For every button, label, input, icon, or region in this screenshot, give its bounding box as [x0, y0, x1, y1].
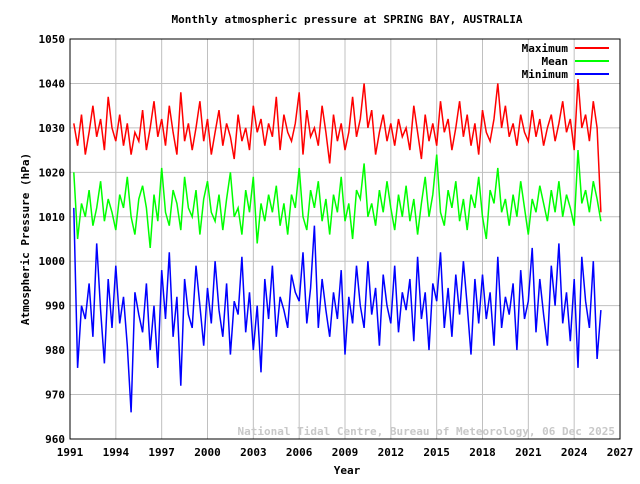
x-tick-label: 2027: [607, 446, 634, 459]
series-line-minimum: [73, 207, 602, 413]
legend-label-minimum: Minimum: [522, 68, 569, 81]
x-tick-label: 2021: [515, 446, 542, 459]
plot-frame: [69, 38, 621, 440]
legend-label-maximum: Maximum: [522, 42, 569, 55]
credit-annotation: National Tidal Centre, Bureau of Meteoro…: [238, 425, 616, 438]
x-tick-label: 2003: [240, 446, 267, 459]
x-tick-label: 2006: [286, 446, 313, 459]
x-tick-label: 1997: [148, 446, 175, 459]
y-tick-label: 980: [45, 344, 65, 357]
y-tick-label: 1040: [39, 77, 66, 90]
chart-title: Monthly atmospheric pressure at SPRING B…: [172, 13, 523, 26]
x-tick-label: 1994: [103, 446, 130, 459]
y-axis-label: Atmospheric Pressure (hPa): [19, 153, 32, 325]
series-line-maximum: [73, 78, 602, 213]
series-line-mean: [73, 150, 602, 248]
tick-labels: 1991 1994 1997 2000 2003 2006 2009 2012 2015 2018…: [39, 33, 634, 459]
x-tick-label: 2018: [469, 446, 496, 459]
series-lines: [73, 78, 602, 413]
y-tick-label: 1020: [39, 166, 66, 179]
y-tick-label: 1050: [39, 33, 66, 46]
y-tick-label: 1030: [39, 122, 66, 135]
y-tick-label: 970: [45, 389, 65, 402]
y-tick-label: 960: [45, 433, 65, 446]
y-tick-label: 1010: [39, 211, 66, 224]
x-tick-label: 2015: [423, 446, 450, 459]
x-tick-label: 1991: [57, 446, 84, 459]
grid: [69, 38, 621, 440]
y-tick-label: 990: [45, 300, 65, 313]
x-tick-label: 2024: [561, 446, 588, 459]
y-tick-label: 1000: [39, 255, 66, 268]
x-tick-label: 2000: [194, 446, 221, 459]
x-tick-label: 2009: [332, 446, 359, 459]
legend-label-mean: Mean: [542, 55, 569, 68]
x-tick-label: 2012: [378, 446, 405, 459]
x-axis-label: Year: [334, 464, 361, 477]
